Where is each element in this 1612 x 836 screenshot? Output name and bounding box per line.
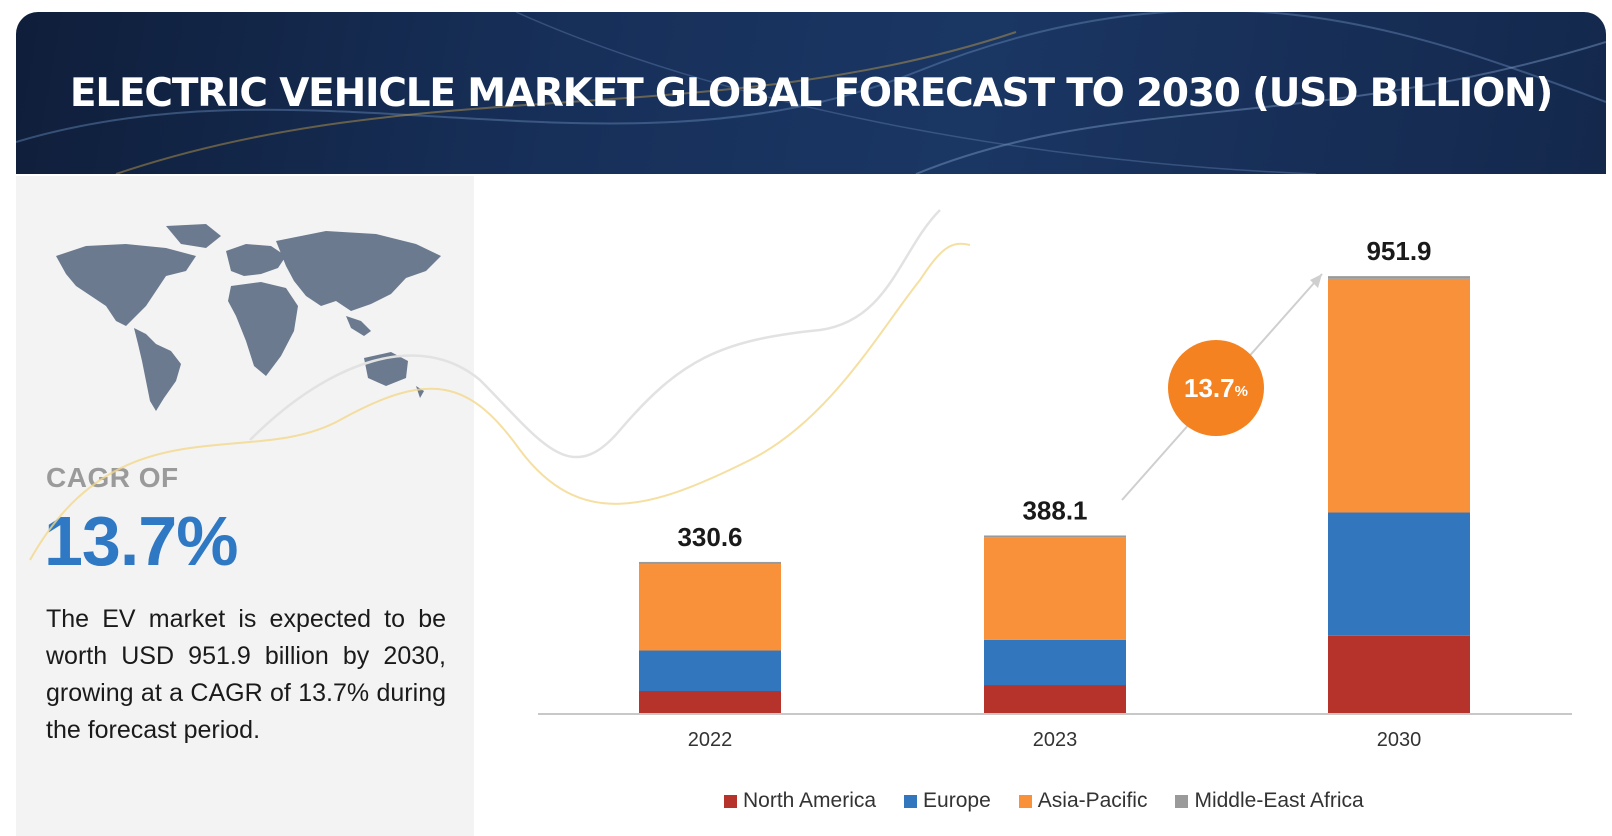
decorative-curve-grey: [249, 209, 941, 459]
bar-segment-middle-east-africa-2030: [1328, 276, 1470, 279]
chart-title: ELECTRIC VEHICLE MARKET GLOBAL FORECAST …: [69, 70, 1553, 116]
bars-group: 330.6 2022 388.1 2023 951.9 2030: [639, 236, 1470, 751]
legend-swatch: [1175, 794, 1189, 808]
world-map-icon: [56, 224, 441, 411]
market-description: The EV market is expected to be worth US…: [46, 605, 446, 744]
total-label-2023: 388.1: [1022, 495, 1087, 525]
bar-segment-europe-2022: [639, 650, 781, 691]
bar-segment-asia-pacific-2022: [639, 564, 781, 651]
cagr-badge-value: 13.7: [1184, 372, 1235, 403]
bar-segment-asia-pacific-2030: [1328, 278, 1470, 513]
cagr-label: CAGR OF: [46, 462, 179, 493]
legend-label: Europe: [923, 789, 991, 812]
bar-segment-europe-2023: [984, 639, 1126, 686]
header-light-streaks: [16, 12, 1606, 174]
x-tick-label-2023: 2023: [1033, 729, 1078, 751]
decorative-curve-yellow: [29, 242, 971, 561]
summary-panel: CAGR OF 13.7% The EV market is expected …: [16, 176, 474, 836]
legend-item-middle-east-africa: Middle-East Africa: [1175, 789, 1364, 813]
bar-segment-middle-east-africa-2023: [984, 535, 1126, 538]
total-label-2030: 951.9: [1366, 236, 1431, 266]
bar-segment-north-america-2023: [984, 685, 1126, 714]
legend-label: Middle-East Africa: [1194, 789, 1364, 812]
x-tick-label-2030: 2030: [1377, 729, 1422, 751]
legend-swatch: [1018, 794, 1032, 808]
total-label-2022: 330.6: [677, 522, 742, 552]
legend-swatch: [904, 794, 918, 808]
legend-label: North America: [743, 789, 877, 812]
legend-label: Asia-Pacific: [1037, 789, 1148, 812]
x-tick-label-2022: 2022: [688, 729, 733, 751]
cagr-value: 13.7%: [44, 502, 238, 580]
cagr-badge: 13.7%: [1168, 340, 1264, 436]
bar-segment-north-america-2022: [639, 691, 781, 714]
legend-item-north-america: North America: [724, 789, 876, 813]
bar-segment-north-america-2030: [1328, 635, 1470, 714]
cagr-badge-unit: %: [1234, 382, 1248, 400]
legend-item-asia-pacific: Asia-Pacific: [1018, 789, 1148, 813]
header-banner: ELECTRIC VEHICLE MARKET GLOBAL FORECAST …: [16, 12, 1606, 174]
growth-arrowhead: [1310, 274, 1322, 288]
bar-segment-asia-pacific-2023: [984, 537, 1126, 640]
legend-swatch: [724, 794, 737, 808]
bar-segment-europe-2030: [1328, 512, 1470, 636]
bar-segment-middle-east-africa-2022: [639, 561, 781, 565]
chart-legend: North America Europe Asia-Pacific Middle-Ea…: [724, 786, 1364, 816]
legend-item-europe: Europe: [904, 789, 991, 813]
